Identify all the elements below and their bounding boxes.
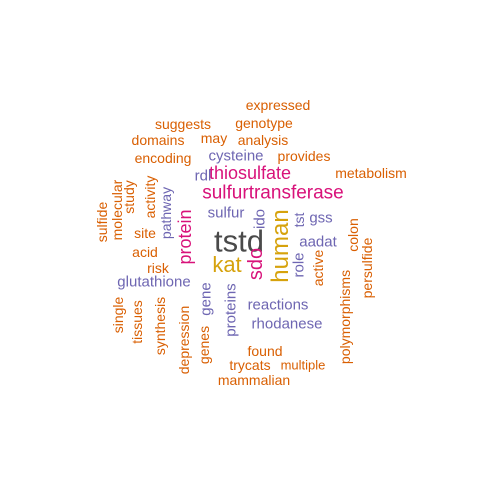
word-may: may [200,130,228,146]
word-genotype: genotype [235,115,293,131]
word-tissues: tissues [129,300,145,344]
word-tst: tst [291,212,307,228]
word-proteins: proteins [222,283,240,337]
word-reactions: reactions [247,296,309,314]
word-gss: gss [309,209,333,227]
word-synthesis: synthesis [152,296,168,356]
word-polymorphisms: polymorphisms [337,269,353,365]
word-ido: ido [251,208,269,230]
word-depression: depression [176,305,192,375]
word-kat: kat [212,252,242,277]
word-aadat: aadat [299,233,337,251]
word-gene: gene [197,282,215,316]
word-metabolism: metabolism [335,165,407,181]
word-protein: protein [175,209,195,265]
word-persulfide: persulfide [359,237,375,299]
word-mammalian: mammalian [217,372,291,388]
word-rhodanese: rhodanese [251,315,323,333]
word-provides: provides [277,148,331,164]
word-trycats: trycats [229,357,271,373]
word-sulfurtransferase: sulfurtransferase [202,182,344,204]
word-rdl: rdl [194,167,212,185]
word-analysis: analysis [237,132,289,148]
word-sulfide: sulfide [94,201,110,243]
word-glutathione: glutathione [117,273,191,291]
word-molecular: molecular [109,179,125,241]
word-found: found [247,343,283,359]
word-acid: acid [132,244,158,260]
word-expressed: expressed [245,97,311,113]
word-sdo: sdo [245,247,267,281]
word-cysteine: cysteine [208,147,264,165]
word-tstd: tstd [214,223,264,259]
word-colon: colon [345,218,361,252]
word-encoding: encoding [134,150,192,166]
word-thiosulfate: thiosulfate [208,163,292,183]
word-genes: genes [196,325,212,365]
word-sulfur: sulfur [207,204,245,222]
word-pathway: pathway [158,186,174,240]
word-domains: domains [131,132,185,148]
word-multiple: multiple [280,357,326,373]
word-single: single [110,296,126,334]
word-site: site [134,225,156,241]
word-active: active [310,249,326,287]
word-role: role [290,252,308,278]
word-risk: risk [147,260,169,276]
word-human: human [267,209,294,283]
word-suggests: suggests [154,116,212,132]
word-activity: activity [142,175,158,219]
